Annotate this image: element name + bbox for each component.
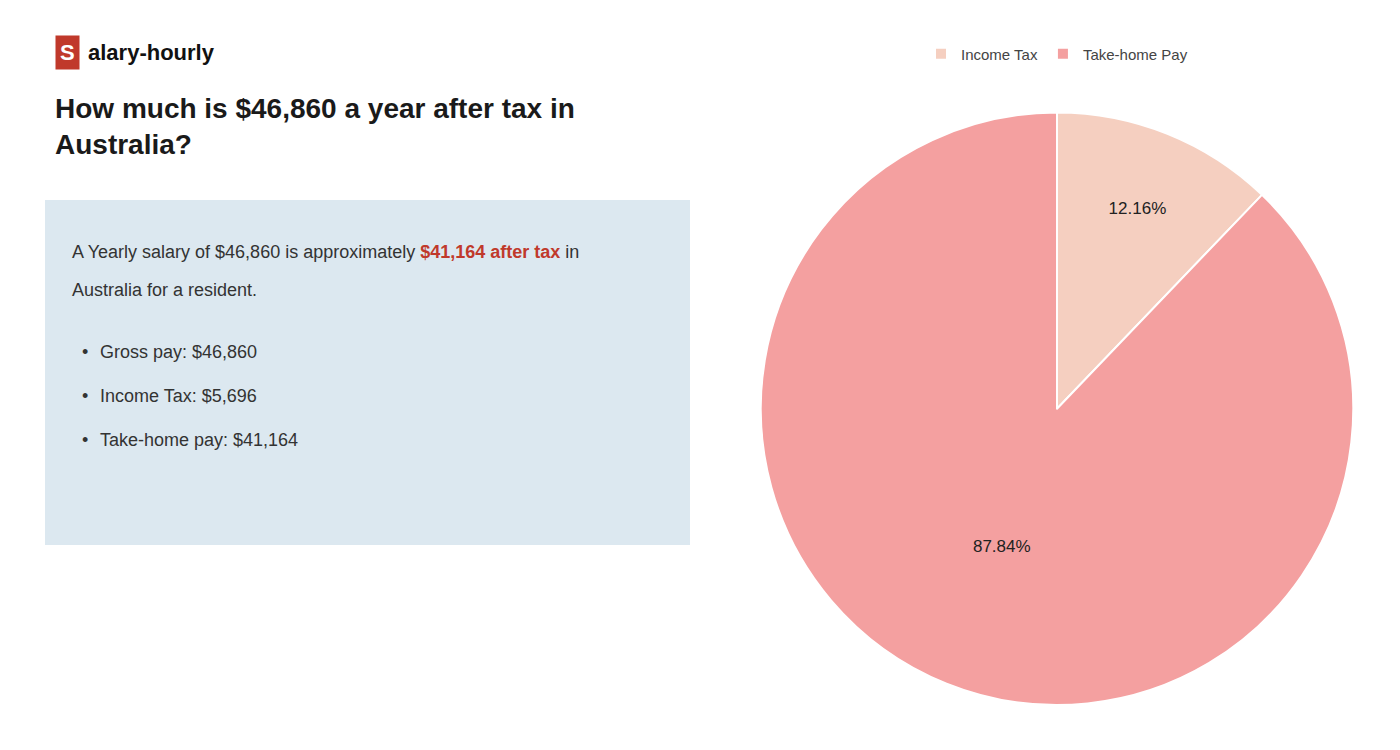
svg-text:87.84%: 87.84% [973,537,1031,556]
svg-text:12.16%: 12.16% [1109,199,1167,218]
svg-text:Take-home pay: $41,164: Take-home pay: $41,164 [100,430,298,450]
svg-text:alary-hourly: alary-hourly [88,40,215,65]
svg-text:•: • [82,430,88,450]
svg-text:Income Tax: $5,696: Income Tax: $5,696 [100,386,257,406]
svg-text:Australia for a resident.: Australia for a resident. [72,280,257,300]
svg-text:Income Tax: Income Tax [961,46,1038,63]
svg-text:•: • [82,342,88,362]
svg-text:Take-home Pay: Take-home Pay [1083,46,1188,63]
svg-text:S: S [60,40,75,65]
svg-text:Gross pay: $46,860: Gross pay: $46,860 [100,342,257,362]
svg-text:How much is $46,860 a year aft: How much is $46,860 a year after tax inA… [55,93,575,160]
svg-text:•: • [82,386,88,406]
svg-text:A Yearly salary of $46,860 is: A Yearly salary of $46,860 is approximat… [72,242,579,262]
